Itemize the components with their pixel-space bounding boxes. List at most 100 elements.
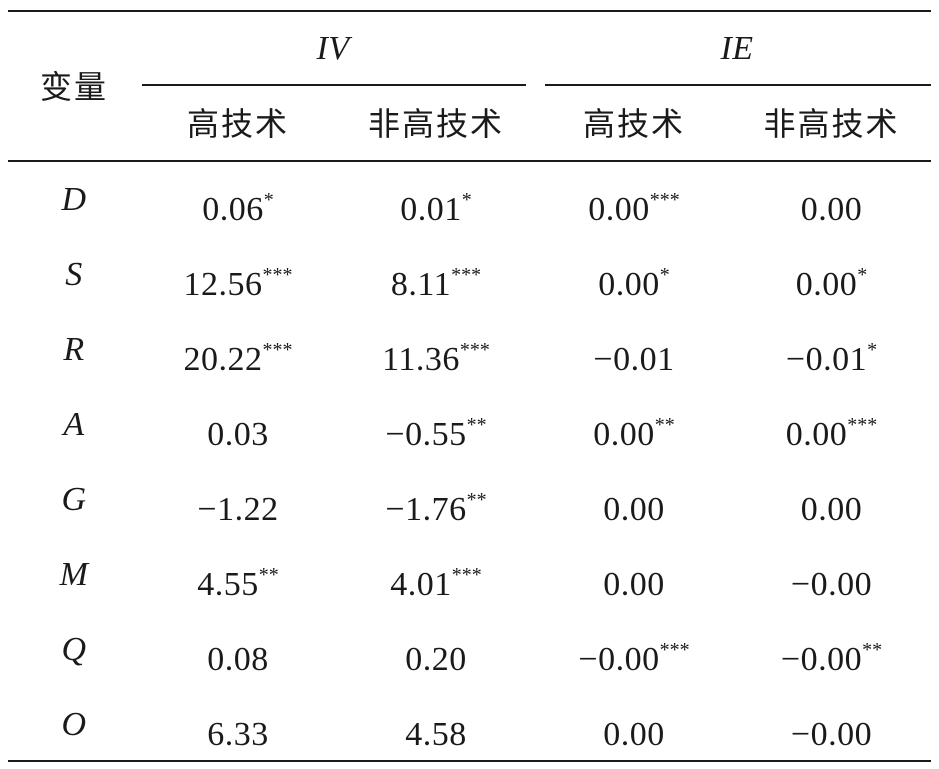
significance-stars: *** [659, 639, 690, 661]
table-cell: 0.20 [336, 630, 536, 680]
row-variable-label: Q [61, 631, 87, 668]
table-cell: 11.36*** [336, 330, 536, 380]
significance-stars: * [461, 189, 472, 211]
table-cell: 0.00 [732, 480, 931, 530]
significance-stars: * [857, 264, 868, 286]
group-header-iv: IV [316, 30, 350, 67]
row-variable-label: D [61, 181, 87, 218]
significance-stars: *** [262, 339, 293, 361]
significance-stars: ** [258, 564, 279, 586]
table-cell: −0.00 [732, 705, 931, 755]
table-cell: 0.00* [536, 255, 732, 305]
table-cell: −1.22 [140, 480, 336, 530]
cell-value: 0.00 [795, 266, 858, 303]
cell-value: 0.00 [603, 566, 665, 603]
cell-value: −0.00 [578, 641, 660, 678]
table-cell: 4.01*** [336, 555, 536, 605]
row-header-label: 变量 [39, 68, 108, 106]
significance-stars: * [659, 264, 670, 286]
significance-stars: *** [459, 339, 490, 361]
table-cell: 0.08 [140, 630, 336, 680]
table-cell: 0.00 [536, 480, 732, 530]
cell-value: 0.00 [593, 416, 655, 453]
table-cell: 0.00* [732, 255, 931, 305]
table-cell: −0.00 [732, 555, 931, 605]
cell-value: 0.03 [207, 416, 269, 453]
col-header-iv-high-tech: 高技术 [186, 105, 289, 143]
significance-stars: ** [654, 414, 675, 436]
cell-value: 4.58 [405, 716, 467, 753]
cell-value: 8.11 [390, 266, 452, 303]
cell-value: 0.01 [400, 191, 462, 228]
table-cell: 0.00 [536, 555, 732, 605]
row-variable-label: S [65, 256, 83, 293]
cell-value: −0.00 [780, 641, 863, 678]
cell-value: 0.00 [800, 491, 863, 528]
table-cell: 0.00*** [732, 405, 931, 455]
cell-value: 4.01 [390, 566, 452, 603]
table-cell: −1.76** [336, 480, 536, 530]
significance-stars: *** [451, 564, 482, 586]
row-variable-label: O [61, 706, 87, 743]
group-header-ie: IE [720, 30, 754, 67]
top-rule [8, 10, 931, 12]
row-variable-label: R [63, 331, 85, 368]
table-cell: 0.06* [140, 180, 336, 230]
cell-value: 6.33 [207, 716, 269, 753]
significance-stars: * [867, 339, 878, 361]
table-cell: 0.00 [732, 180, 931, 230]
cell-value: 0.00 [598, 266, 660, 303]
table-cell: −0.01 [536, 330, 732, 380]
table-cell: 8.11*** [336, 255, 536, 305]
cell-value: 0.08 [207, 641, 269, 678]
cell-value: −1.22 [197, 491, 279, 528]
table-cell: 0.00*** [536, 180, 732, 230]
table-cell: 12.56*** [140, 255, 336, 305]
table-cell: 0.01* [336, 180, 536, 230]
cell-value: 0.00 [785, 416, 848, 453]
significance-stars: ** [466, 414, 487, 436]
cell-value: −0.55 [385, 416, 467, 453]
table-cell: 0.03 [140, 405, 336, 455]
cell-value: 0.20 [405, 641, 467, 678]
significance-stars: *** [262, 264, 293, 286]
cell-value: 20.22 [183, 341, 263, 378]
cell-value: 4.55 [197, 566, 259, 603]
cell-value: −0.01 [593, 341, 675, 378]
group-rule-ie [545, 84, 931, 86]
cell-value: 0.00 [588, 191, 650, 228]
group-rule-iv [142, 84, 526, 86]
significance-stars: *** [847, 414, 878, 436]
cell-value: 0.00 [800, 191, 863, 228]
cell-value: −0.01 [785, 341, 868, 378]
row-variable-label: A [63, 406, 85, 443]
cell-value: 12.56 [183, 266, 263, 303]
table-cell: 4.58 [336, 705, 536, 755]
bottom-rule [8, 760, 931, 762]
cell-value: −1.76 [385, 491, 467, 528]
cell-value: 0.06 [202, 191, 264, 228]
table-cell: −0.55** [336, 405, 536, 455]
col-header-iv-non-high-tech: 非高技术 [367, 105, 504, 143]
table-cell: −0.01* [732, 330, 931, 380]
significance-stars: ** [466, 489, 487, 511]
table-cell: 0.00** [536, 405, 732, 455]
row-variable-label: G [61, 481, 87, 518]
cell-value: 0.00 [603, 716, 665, 753]
row-variable-label: M [59, 556, 89, 593]
significance-stars: ** [862, 639, 883, 661]
col-header-ie-non-high-tech: 非高技术 [763, 105, 900, 143]
table-cell: 6.33 [140, 705, 336, 755]
cell-value: −0.00 [790, 716, 873, 753]
header-rule [8, 160, 931, 162]
table-cell: 0.00 [536, 705, 732, 755]
cell-value: −0.00 [790, 566, 873, 603]
cell-value: 0.00 [603, 491, 665, 528]
significance-stars: *** [649, 189, 680, 211]
table-cell: −0.00** [732, 630, 931, 680]
table-cell: 4.55** [140, 555, 336, 605]
significance-stars: *** [451, 264, 482, 286]
table-cell: 20.22*** [140, 330, 336, 380]
table-cell: −0.00*** [536, 630, 732, 680]
cell-value: 11.36 [382, 341, 460, 378]
